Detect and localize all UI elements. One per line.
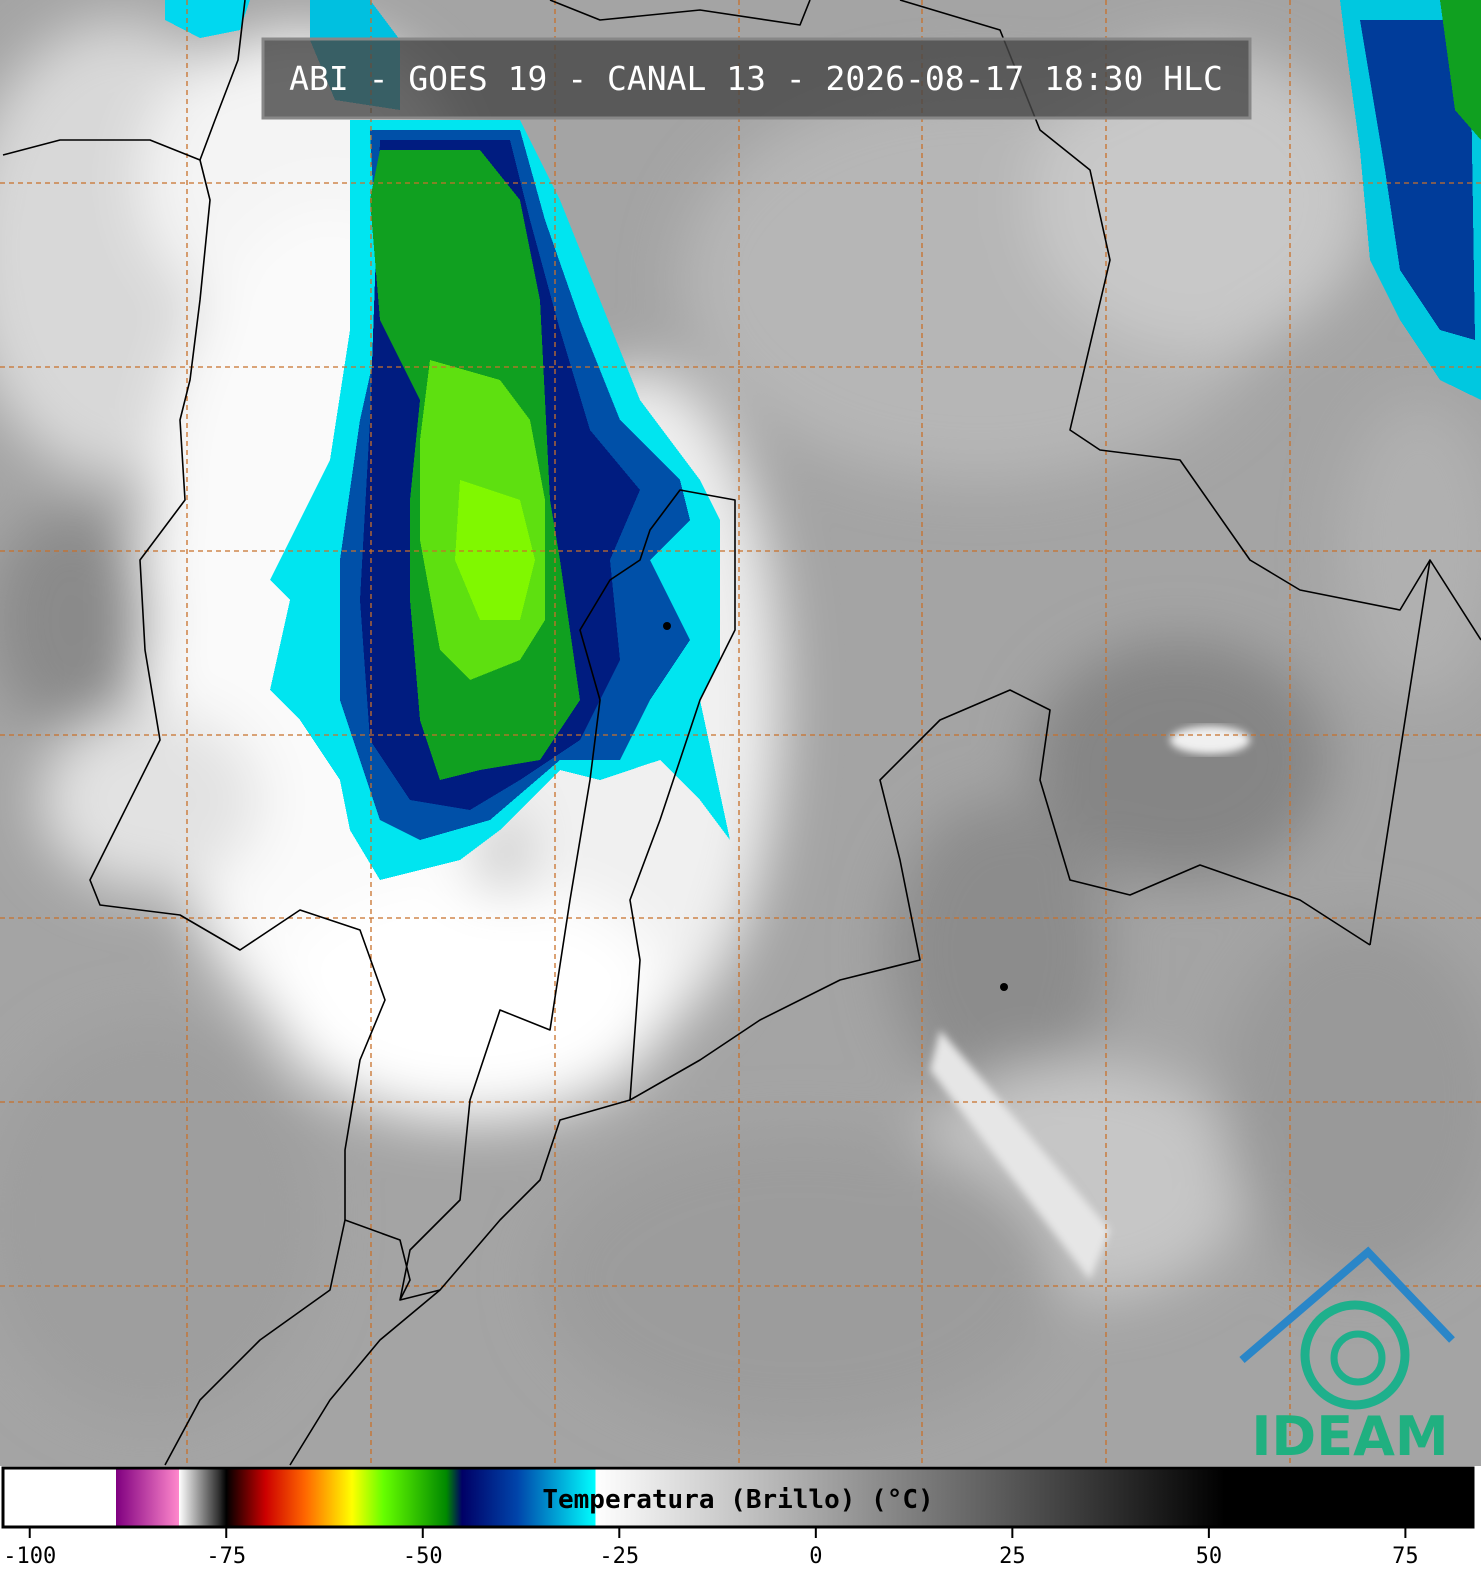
- city-marker: [1000, 983, 1008, 991]
- colorbar-tick-label: 75: [1392, 1544, 1419, 1569]
- logo: IDEAM: [1239, 1246, 1455, 1468]
- background-imagery: [0, 0, 1481, 1466]
- logo-text: IDEAM: [1251, 1405, 1448, 1468]
- colorbar-tick-label: 25: [999, 1544, 1026, 1569]
- colorbar-tick-label: -75: [206, 1544, 246, 1569]
- map-title: ABI - GOES 19 - CANAL 13 - 2026-08-17 18…: [289, 59, 1223, 98]
- colorbar: Temperatura (Brillo) (°C) -100 -75 -50 -25 0…: [1, 1466, 1475, 1569]
- title-box: ABI - GOES 19 - CANAL 13 - 2026-08-17 18…: [261, 37, 1252, 120]
- colorbar-label: Temperatura (Brillo) (°C): [542, 1485, 933, 1515]
- boundaries: [2, 0, 1481, 1466]
- colorbar-tick-label: -50: [403, 1544, 443, 1569]
- lat-lon-grid: [0, 0, 1481, 1466]
- colorbar-gradient: [1, 1466, 1475, 1529]
- colorbar-tick-label: 50: [1196, 1544, 1223, 1569]
- colorbar-tick-label: -100: [3, 1544, 56, 1569]
- colorbar-tick-label: -25: [599, 1544, 639, 1569]
- city-marker: [663, 622, 671, 630]
- colorbar-tick-label: 0: [809, 1544, 822, 1569]
